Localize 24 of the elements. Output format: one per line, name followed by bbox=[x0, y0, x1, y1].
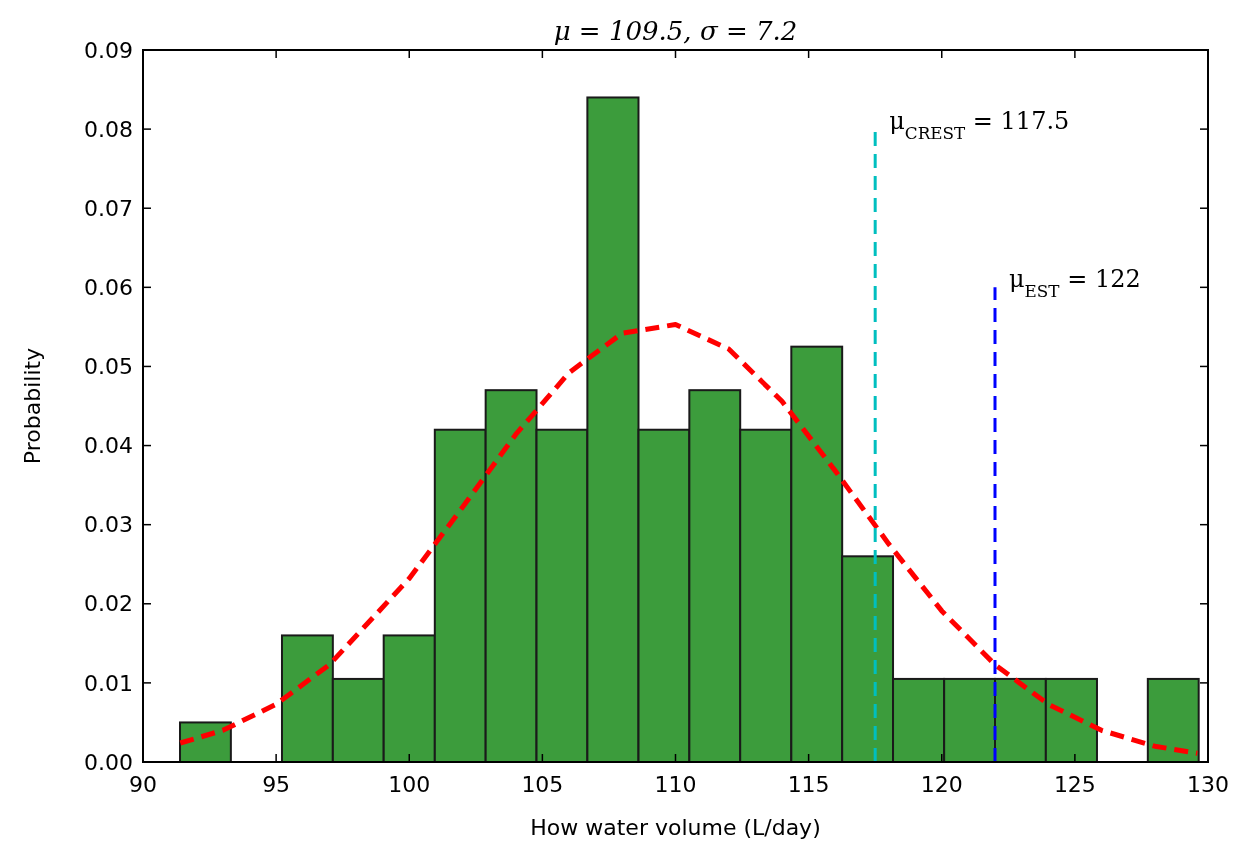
y-tick-label: 0.09 bbox=[84, 37, 133, 63]
x-tick-label: 115 bbox=[787, 772, 830, 797]
y-tick-label: 0.05 bbox=[84, 354, 133, 380]
y-tick-label: 0.01 bbox=[84, 670, 133, 696]
annotation: μ$_{CREST}$ = 117.5 bbox=[889, 107, 1070, 144]
x-tick-label: 130 bbox=[1187, 772, 1229, 797]
x-tick-label: 110 bbox=[654, 772, 697, 797]
x-tick-label: 105 bbox=[521, 772, 564, 797]
x-tick-label: 100 bbox=[388, 772, 431, 797]
x-axis-title: How water volume (L/day) bbox=[530, 815, 821, 840]
x-tick-label: 90 bbox=[129, 772, 157, 797]
y-tick-label: 0.06 bbox=[84, 275, 133, 301]
chart-title: μ = 109.5, σ = 7.2 bbox=[553, 16, 798, 46]
x-tick-label: 95 bbox=[262, 772, 291, 797]
x-tick-label: 120 bbox=[920, 772, 963, 797]
y-tick-label: 0.00 bbox=[84, 749, 133, 775]
y-tick-label: 0.08 bbox=[84, 116, 133, 142]
y-tick-label: 0.07 bbox=[84, 195, 133, 221]
annotation: μ$_{EST}$ = 122 bbox=[1009, 265, 1141, 302]
y-axis-title: Probability bbox=[20, 347, 45, 465]
y-tick-label: 0.04 bbox=[84, 433, 133, 459]
x-tick-label: 125 bbox=[1053, 772, 1096, 797]
y-tick-label: 0.02 bbox=[84, 591, 133, 617]
y-tick-label: 0.03 bbox=[84, 512, 133, 538]
